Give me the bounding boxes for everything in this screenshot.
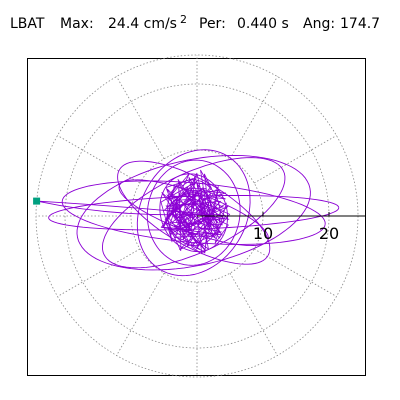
grid-spoke-60 — [229, 76, 278, 159]
trace-loop-3 — [61, 180, 326, 245]
trace-excursion — [36, 200, 208, 216]
trace-loop-9 — [118, 179, 269, 247]
period-label: Per: — [199, 16, 226, 32]
trace-loop-6 — [136, 149, 251, 277]
max-unit-superscript: 2 — [180, 13, 187, 26]
grid-spoke-120 — [116, 76, 165, 159]
grid-spoke-150 — [57, 135, 140, 184]
horizontal-axis: 10 20 — [197, 212, 366, 243]
grid-spoke-210 — [57, 248, 140, 297]
motion-trace — [36, 149, 340, 277]
trace-loop-2 — [76, 155, 311, 271]
trace-loop-8 — [159, 173, 228, 253]
trace-loop-1 — [48, 195, 340, 231]
chart-header: LBAT Max: 24.4 cm/s 2 Per: 0.440 s Ang: … — [0, 0, 400, 48]
grid-spoke-240 — [116, 273, 165, 356]
grid-spoke-300 — [229, 273, 278, 356]
max-marker — [33, 197, 41, 205]
station-label: LBAT — [10, 16, 45, 32]
max-marker-group — [33, 197, 41, 205]
angle-label: Ang: — [303, 16, 336, 32]
grid-spoke-330 — [254, 248, 337, 297]
max-value: 24.4 cm/s — [108, 16, 177, 32]
trace-loop-4 — [102, 157, 286, 269]
trace-loop-5 — [117, 160, 271, 265]
trace-tangle — [160, 169, 231, 255]
angle-value: 174.7 — [340, 16, 381, 32]
max-label: Max: — [60, 16, 94, 32]
period-value: 0.440 s — [237, 16, 289, 32]
trace-loop-7 — [146, 159, 241, 266]
axis-tick-label-10: 10 — [253, 224, 273, 243]
axis-tick-label-20: 20 — [319, 224, 339, 243]
